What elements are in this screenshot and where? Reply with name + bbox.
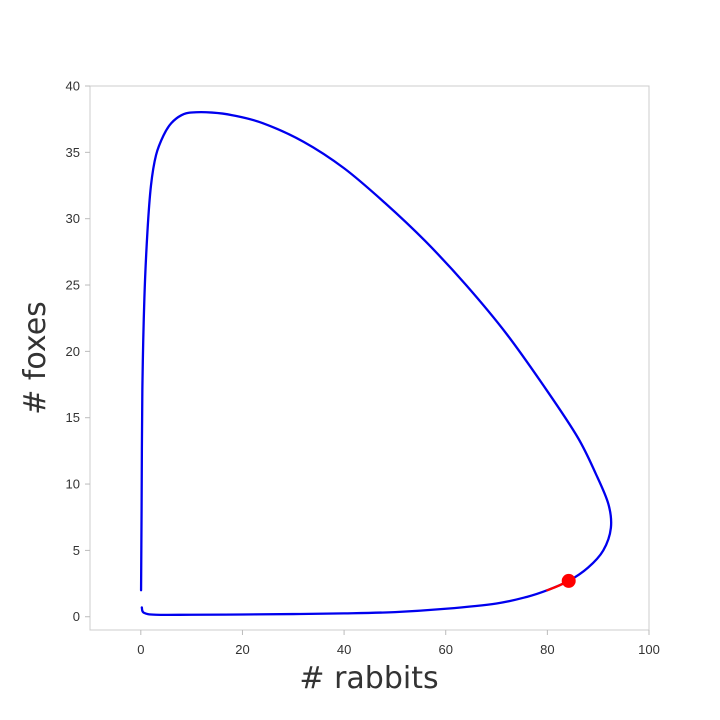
y-axis-label: # foxes [18,301,53,415]
axis-ticks: 0 20 40 60 80 100 0 5 10 15 20 25 30 35 40 [66,79,660,658]
y-tick-label: 0 [73,609,80,624]
y-tick-label: 10 [66,477,80,492]
x-axis-label: # rabbits [299,661,438,696]
x-tick-label: 80 [540,642,554,657]
x-tick-label: 0 [137,642,144,657]
trajectory-line [139,111,613,617]
y-tick-label: 40 [66,79,80,94]
current-state-point [561,573,576,588]
series-layer [139,111,613,617]
x-tick-label: 20 [235,642,249,657]
y-tick-label: 35 [66,145,80,160]
y-tick-label: 25 [66,278,80,293]
x-tick-label: 60 [438,642,452,657]
plot-frame [89,85,650,631]
y-tick-label: 5 [73,543,80,558]
y-tick-label: 30 [66,211,80,226]
y-tick-label: 15 [66,410,80,425]
y-tick-label: 20 [66,344,80,359]
x-tick-label: 40 [337,642,351,657]
x-tick-label: 100 [638,642,660,657]
